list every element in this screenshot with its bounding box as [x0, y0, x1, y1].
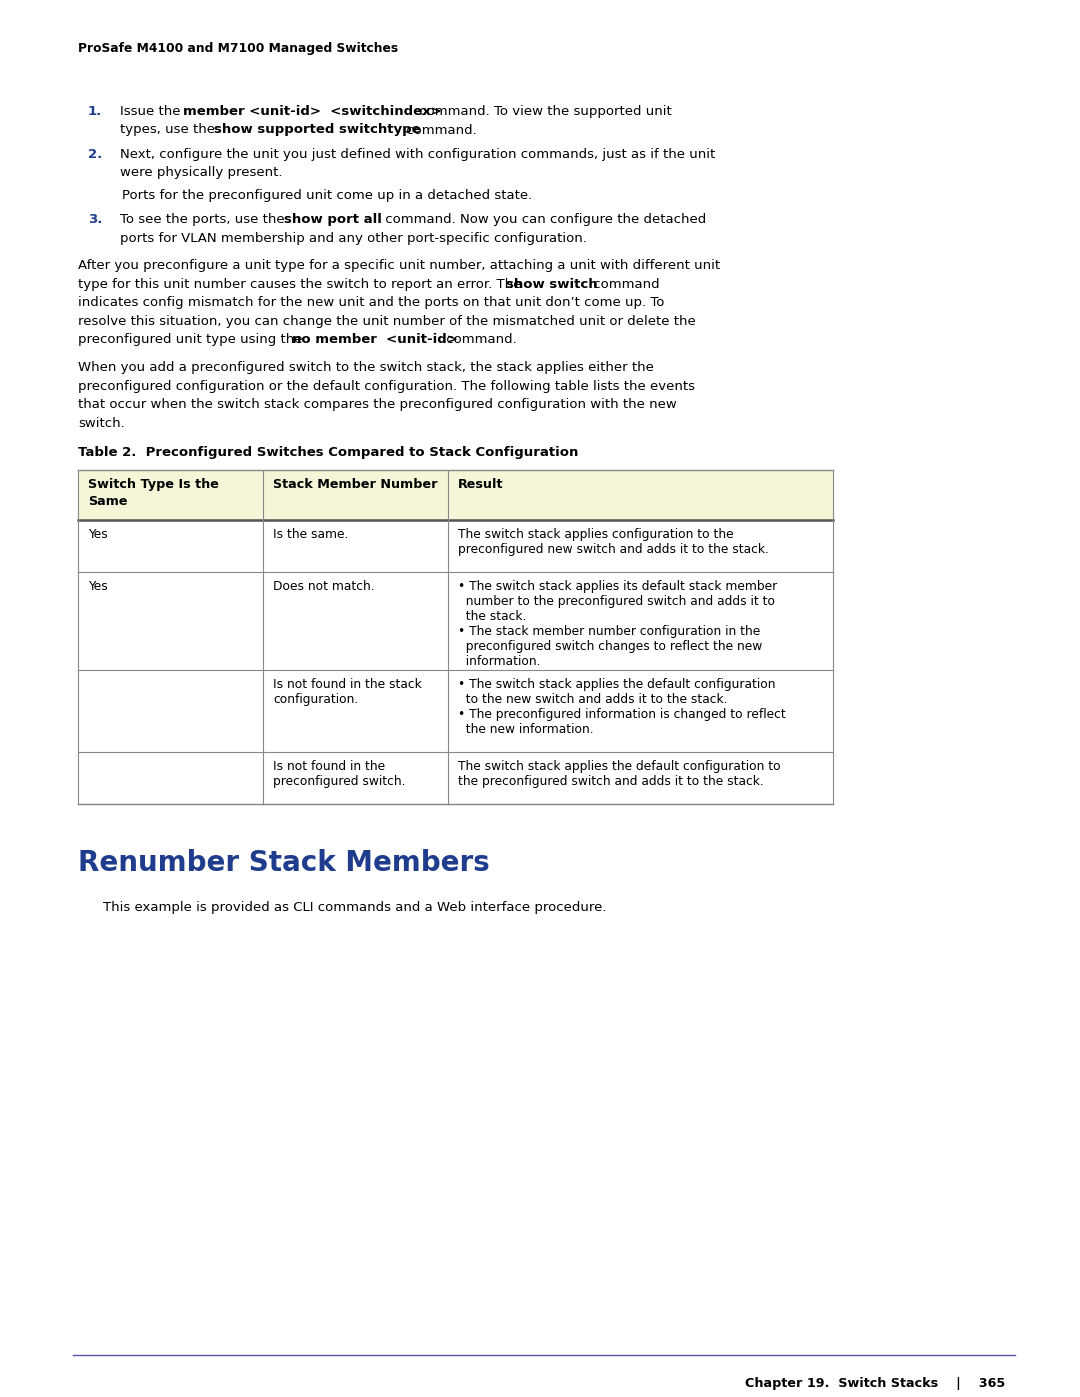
Text: 2.: 2. [87, 148, 103, 161]
Text: Chapter 19.  Switch Stacks    |    365: Chapter 19. Switch Stacks | 365 [745, 1377, 1005, 1390]
Text: types, use the: types, use the [120, 123, 219, 137]
Text: Does not match.: Does not match. [273, 580, 375, 594]
Text: ports for VLAN membership and any other port-specific configuration.: ports for VLAN membership and any other … [120, 232, 586, 244]
Text: were physically present.: were physically present. [120, 166, 283, 179]
Text: • The switch stack applies the default configuration
  to the new switch and add: • The switch stack applies the default c… [458, 679, 786, 736]
Text: command. Now you can configure the detached: command. Now you can configure the detac… [381, 214, 706, 226]
Text: The switch stack applies configuration to the
preconfigured new switch and adds : The switch stack applies configuration t… [458, 528, 769, 556]
Text: • The switch stack applies its default stack member
  number to the preconfigure: • The switch stack applies its default s… [458, 580, 778, 668]
Text: Next, configure the unit you just defined with configuration commands, just as i: Next, configure the unit you just define… [120, 148, 715, 161]
Text: command: command [589, 278, 660, 291]
Text: 1.: 1. [87, 105, 103, 117]
Text: show port all: show port all [284, 214, 381, 226]
Text: no member  <unit-id>: no member <unit-id> [293, 334, 458, 346]
Text: switch.: switch. [78, 416, 125, 430]
Text: Renumber Stack Members: Renumber Stack Members [78, 849, 489, 877]
Text: This example is provided as CLI commands and a Web interface procedure.: This example is provided as CLI commands… [103, 901, 607, 915]
Text: Result: Result [458, 478, 503, 492]
Text: Yes: Yes [87, 528, 108, 542]
Text: When you add a preconfigured switch to the switch stack, the stack applies eithe: When you add a preconfigured switch to t… [78, 362, 653, 374]
Text: Same: Same [87, 496, 127, 509]
Text: The switch stack applies the default configuration to
the preconfigured switch a: The switch stack applies the default con… [458, 760, 781, 788]
Text: Yes: Yes [87, 580, 108, 594]
Text: command.: command. [442, 334, 517, 346]
Text: that occur when the switch stack compares the preconfigured configuration with t: that occur when the switch stack compare… [78, 398, 677, 411]
Text: 3.: 3. [87, 214, 103, 226]
Text: show supported switchtype: show supported switchtype [215, 123, 421, 137]
Text: command.: command. [402, 123, 476, 137]
Text: Is the same.: Is the same. [273, 528, 349, 542]
Text: To see the ports, use the: To see the ports, use the [120, 214, 288, 226]
Text: indicates config mismatch for the new unit and the ports on that unit don’t come: indicates config mismatch for the new un… [78, 296, 664, 310]
Text: Is not found in the
preconfigured switch.: Is not found in the preconfigured switch… [273, 760, 405, 788]
Text: resolve this situation, you can change the unit number of the mismatched unit or: resolve this situation, you can change t… [78, 314, 696, 328]
Text: Table 2.  Preconfigured Switches Compared to Stack Configuration: Table 2. Preconfigured Switches Compared… [78, 446, 579, 460]
Text: Switch Type Is the: Switch Type Is the [87, 478, 219, 492]
Text: Ports for the preconfigured unit come up in a detached state.: Ports for the preconfigured unit come up… [122, 189, 532, 203]
Text: Stack Member Number: Stack Member Number [273, 478, 437, 492]
Text: ProSafe M4100 and M7100 Managed Switches: ProSafe M4100 and M7100 Managed Switches [78, 42, 399, 54]
Text: preconfigured configuration or the default configuration. The following table li: preconfigured configuration or the defau… [78, 380, 696, 393]
Text: type for this unit number causes the switch to report an error. The: type for this unit number causes the swi… [78, 278, 526, 291]
Text: Issue the: Issue the [120, 105, 185, 117]
Bar [78, 471, 833, 520]
Text: show switch: show switch [507, 278, 598, 291]
Text: Is not found in the stack
configuration.: Is not found in the stack configuration. [273, 679, 422, 707]
Text: member <unit-id>  <switchindex>: member <unit-id> <switchindex> [183, 105, 442, 117]
Text: command. To view the supported unit: command. To view the supported unit [416, 105, 672, 117]
Text: preconfigured unit type using the: preconfigured unit type using the [78, 334, 307, 346]
Text: After you preconfigure a unit type for a specific unit number, attaching a unit : After you preconfigure a unit type for a… [78, 260, 720, 272]
